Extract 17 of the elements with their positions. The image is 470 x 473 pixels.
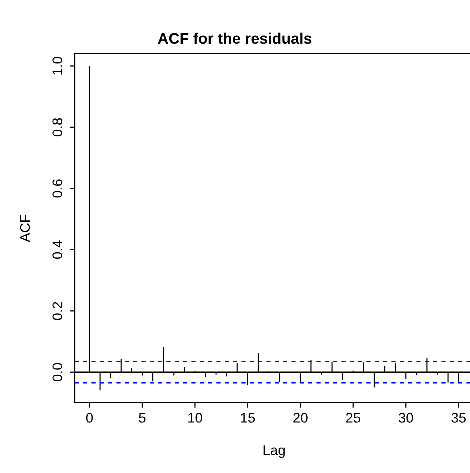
x-axis-title: Lag <box>264 446 285 458</box>
x-tick-label: 10 <box>188 413 202 423</box>
y-tick-label: 0.8 <box>52 118 63 137</box>
x-tick-label: 35 <box>452 413 466 423</box>
x-tick-label: 15 <box>241 413 256 423</box>
x-tick-label: 20 <box>294 413 308 423</box>
y-tick-label: 0.4 <box>52 240 63 260</box>
x-tick-label: 5 <box>139 413 146 423</box>
y-tick-label: 0.2 <box>52 302 63 320</box>
x-tick-label: 25 <box>346 413 361 423</box>
y-tick-label: 0.6 <box>52 180 63 198</box>
y-tick-label: 0.0 <box>52 363 63 382</box>
chart-title: ACF for the residuals <box>158 32 312 44</box>
x-tick-label: 30 <box>398 413 414 423</box>
y-axis-title: ACF <box>20 215 30 242</box>
y-tick-label: 1.0 <box>52 57 63 75</box>
x-tick-label: 0 <box>86 413 94 423</box>
